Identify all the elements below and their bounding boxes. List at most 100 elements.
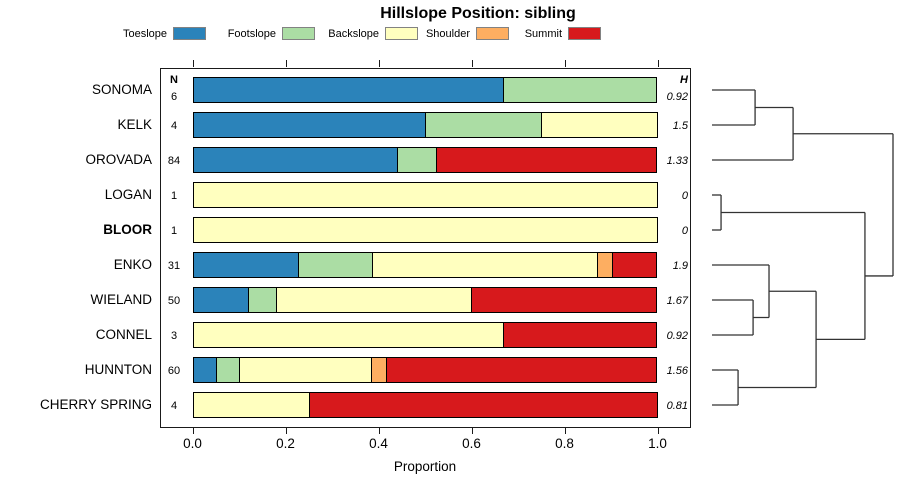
x-axis-tick-label: 0.6	[462, 436, 481, 451]
stacked-bar	[192, 217, 658, 243]
bar-segment-toeslope	[192, 112, 425, 138]
x-axis-top-tick	[657, 60, 659, 67]
n-value: 3	[170, 330, 178, 342]
row-label: BLOOR	[103, 222, 152, 237]
h-value: 0.81	[666, 400, 688, 412]
bar-segment-backslope	[372, 252, 598, 278]
x-axis-tick	[285, 427, 287, 434]
x-axis-tick-label: 1.0	[648, 436, 667, 451]
bar-segment-summit	[386, 357, 658, 383]
row-label: SONOMA	[91, 82, 152, 97]
legend-label-footslope: Footslope	[227, 28, 276, 40]
bar-segment-footslope	[248, 287, 277, 313]
bar-segment-toeslope	[192, 252, 298, 278]
bar-segment-footslope	[502, 77, 658, 103]
row-label: CHERRY SPRING	[39, 397, 152, 412]
n-value: 60	[167, 365, 181, 377]
bar-segment-backslope	[192, 217, 658, 243]
bar-segment-backslope	[276, 287, 472, 313]
n-value: 1	[170, 190, 178, 202]
h-value: 1.5	[672, 120, 688, 132]
chart-title: Hillslope Position: sibling	[380, 5, 576, 22]
bar-segment-footslope	[397, 147, 437, 173]
bar-segment-toeslope	[192, 357, 216, 383]
bar-segment-backslope	[541, 112, 658, 138]
stacked-bar	[192, 287, 658, 313]
x-axis-top-tick	[471, 60, 473, 67]
n-value: 50	[167, 295, 181, 307]
row-label: OROVADA	[85, 152, 152, 167]
bar-segment-shoulder	[370, 357, 387, 383]
bar-segment-footslope	[215, 357, 239, 383]
x-axis-top-tick	[378, 60, 380, 67]
bar-segment-backslope	[239, 357, 371, 383]
row-label: LOGAN	[104, 187, 152, 202]
n-value: 84	[167, 155, 181, 167]
h-value: 0	[681, 225, 688, 237]
bar-segment-toeslope	[192, 77, 503, 103]
h-value: 1.67	[666, 295, 688, 307]
legend-label-summit: Summit	[524, 28, 562, 40]
legend-label-toeslope: Toeslope	[122, 28, 167, 40]
n-value: 31	[167, 260, 181, 272]
bar-segment-footslope	[425, 112, 542, 138]
row-label: KELK	[117, 117, 152, 132]
legend-label-shoulder: Shoulder	[425, 28, 470, 40]
bar-segment-shoulder	[597, 252, 613, 278]
stacked-bar	[192, 392, 658, 418]
stacked-bar	[192, 147, 658, 173]
h-value: 1.56	[666, 365, 688, 377]
row-label: ENKO	[113, 257, 152, 272]
n-value: 6	[170, 91, 178, 103]
bar-segment-summit	[308, 392, 658, 418]
h-column-header: H	[680, 74, 688, 86]
x-axis-top-tick	[564, 60, 566, 67]
stacked-bar	[192, 77, 658, 103]
stacked-bar	[192, 112, 658, 138]
h-value: 1.9	[672, 260, 688, 272]
bar-segment-toeslope	[192, 147, 398, 173]
n-column-header: N	[170, 74, 178, 86]
row-label: WIELAND	[90, 292, 152, 307]
x-axis-tick-label: 0.0	[183, 436, 202, 451]
x-axis-top-tick	[285, 60, 287, 67]
legend-swatch-summit	[568, 27, 601, 40]
h-value: 0	[681, 190, 688, 202]
legend-label-backslope: Backslope	[328, 28, 379, 40]
x-axis-tick	[657, 427, 659, 434]
bar-segment-summit	[436, 147, 658, 173]
x-axis-tick	[192, 427, 194, 434]
x-axis-tick	[564, 427, 566, 434]
stacked-bar	[192, 252, 658, 278]
x-axis-tick-label: 0.2	[276, 436, 295, 451]
stacked-bar	[192, 182, 658, 208]
legend-swatch-footslope	[282, 27, 315, 40]
n-value: 1	[170, 225, 178, 237]
bar-segment-backslope	[192, 392, 309, 418]
legend-swatch-backslope	[385, 27, 418, 40]
bar-segment-backslope	[192, 182, 658, 208]
h-value: 0.92	[666, 91, 688, 103]
x-axis-tick-label: 0.8	[555, 436, 574, 451]
n-value: 4	[170, 400, 178, 412]
x-axis-tick	[471, 427, 473, 434]
n-value: 4	[170, 120, 178, 132]
stacked-bar	[192, 357, 658, 383]
bar-segment-summit	[502, 322, 658, 348]
stacked-bar	[192, 322, 658, 348]
x-axis-tick	[378, 427, 380, 434]
bar-segment-summit	[612, 252, 658, 278]
legend-swatch-shoulder	[476, 27, 509, 40]
x-axis-tick-label: 0.4	[369, 436, 388, 451]
bar-segment-backslope	[192, 322, 503, 348]
bar-segment-toeslope	[192, 287, 249, 313]
legend-swatch-toeslope	[173, 27, 206, 40]
bar-segment-summit	[471, 287, 658, 313]
row-label: CONNEL	[95, 327, 152, 342]
plot-box	[160, 68, 691, 428]
h-value: 1.33	[666, 155, 688, 167]
row-label: HUNNTON	[84, 362, 152, 377]
x-axis-title: Proportion	[393, 459, 457, 474]
x-axis-top-tick	[192, 60, 194, 67]
